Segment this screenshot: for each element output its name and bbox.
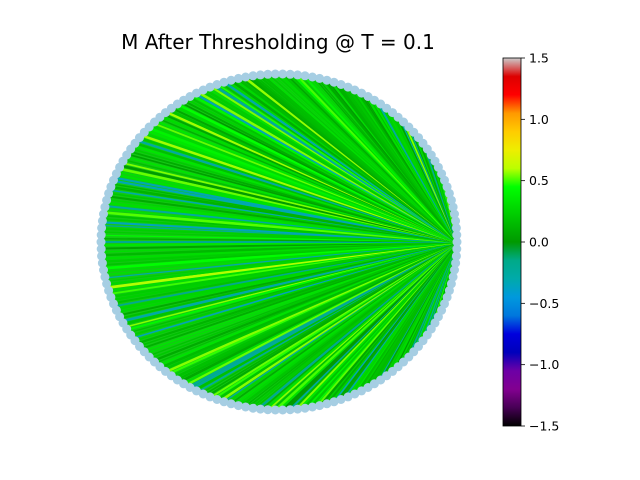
node-point [350,389,360,399]
node-point [255,70,265,80]
node-point [219,397,229,407]
node-point [100,272,110,282]
node-point [263,405,273,415]
node-point [300,403,310,413]
node-point [97,251,107,261]
chord-lines [101,74,457,410]
node-point [97,216,107,226]
node-point [451,258,461,268]
node-point [450,265,459,275]
node-point [192,88,201,98]
node-point [300,71,310,81]
node-point [452,237,462,247]
node-point [100,202,110,212]
node-point [219,77,229,87]
colorbar-tick-label: 0.5 [529,173,549,188]
colorbar-tick-label: −1.5 [529,419,559,434]
node-point [226,399,236,409]
colorbar-tick-label: −0.5 [529,296,559,311]
node-point [446,279,456,289]
node-point [452,230,462,240]
colorbar-tick-label: 1.0 [529,112,549,127]
node-point [343,392,353,402]
node-point [357,386,366,396]
node-point [270,69,280,79]
node-point [278,69,288,79]
node-point [198,389,208,399]
node-point [226,75,236,85]
node-point [241,402,251,412]
node-point [248,71,258,81]
node-point [102,279,112,289]
node-point [285,69,295,79]
node-point [96,244,106,254]
node-point [233,401,243,411]
node-point [99,265,108,275]
node-point [212,80,222,89]
node-point [198,85,208,95]
node-point [307,72,317,82]
node-point [336,80,346,89]
node-point [205,392,215,402]
node-point [329,397,339,407]
node-point [293,70,303,80]
node-point [205,82,215,92]
node-point [97,258,107,268]
node-point [102,195,112,205]
node-point [315,401,325,411]
node-point [96,237,106,247]
node-point [451,223,461,233]
node-point [293,404,303,414]
node-point [329,77,339,87]
node-point [104,286,114,296]
node-point [255,404,265,414]
colorbar-tick-label: −1.0 [529,357,559,372]
node-point [448,202,458,212]
chord-fan [101,74,457,410]
node-point [99,209,108,219]
node-point [343,82,353,92]
node-point [336,395,346,404]
colorbar-tick-label: 0.0 [529,235,549,250]
node-point [350,85,360,95]
node-point [285,405,295,415]
node-point [451,251,461,261]
colorbar-tick-label: 1.5 [529,51,549,66]
node-point [96,230,106,240]
node-point [315,73,325,83]
node-point [322,399,332,409]
colorbar-ticks: 1.5 1.0 0.5 0.0 −0.5 −1.0 −1.5 [521,51,559,434]
colorbar: 1.5 1.0 0.5 0.0 −0.5 −1.0 −1.5 [502,51,559,434]
node-point [270,405,280,415]
node-point [450,209,459,219]
node-point [444,188,454,198]
chart-title: M After Thresholding @ T = 0.1 [121,30,435,54]
colorbar-gradient [502,57,522,427]
node-point [248,403,258,413]
node-point [452,244,462,254]
node-point [241,72,251,82]
node-point [97,223,107,233]
node-point [448,272,458,282]
node-point [446,195,456,205]
node-point [263,69,273,79]
node-point [307,402,317,412]
node-point [212,395,222,404]
node-ring [96,69,462,415]
node-point [322,75,332,85]
node-point [278,405,288,415]
node-point [451,216,461,226]
node-point [233,73,243,83]
